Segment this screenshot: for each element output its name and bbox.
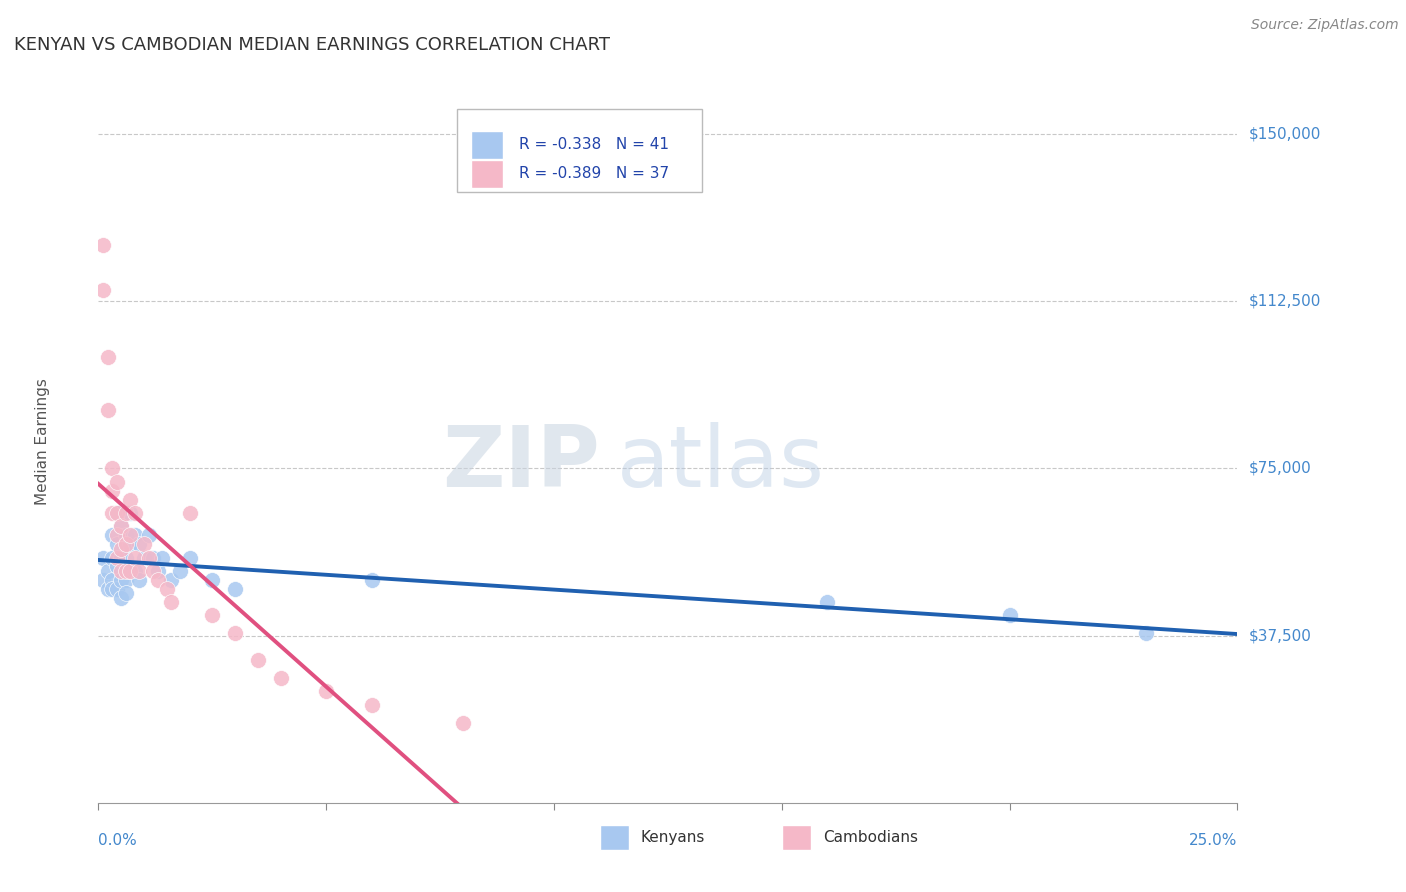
Text: KENYAN VS CAMBODIAN MEDIAN EARNINGS CORRELATION CHART: KENYAN VS CAMBODIAN MEDIAN EARNINGS CORR… <box>14 36 610 54</box>
Point <box>105 528 128 542</box>
Point <box>110 591 132 605</box>
Point <box>128 573 150 587</box>
Text: atlas: atlas <box>617 422 824 505</box>
Point <box>91 238 114 252</box>
Point <box>224 626 246 640</box>
Point <box>120 528 142 542</box>
Point <box>101 483 124 498</box>
Point <box>105 475 128 489</box>
Point <box>124 528 146 542</box>
Point <box>91 283 114 297</box>
Point <box>110 573 132 587</box>
Point <box>160 573 183 587</box>
Point <box>451 715 474 730</box>
Point <box>110 541 132 556</box>
Point <box>150 550 173 565</box>
Point <box>120 506 142 520</box>
Point <box>105 582 128 596</box>
Text: $150,000: $150,000 <box>1249 127 1320 141</box>
Point <box>101 573 124 587</box>
Point <box>96 564 118 578</box>
Point <box>114 528 136 542</box>
Point <box>315 684 337 698</box>
Point <box>101 506 124 520</box>
Text: Source: ZipAtlas.com: Source: ZipAtlas.com <box>1251 18 1399 32</box>
Bar <box>471 161 503 187</box>
Point <box>360 698 382 712</box>
Point <box>132 537 155 551</box>
Point <box>120 564 142 578</box>
Point <box>169 564 191 578</box>
Point <box>138 528 160 542</box>
Point <box>132 550 155 565</box>
Point <box>179 506 201 520</box>
Point <box>110 519 132 533</box>
Text: Median Earnings: Median Earnings <box>35 378 51 505</box>
Point <box>124 564 146 578</box>
Point <box>246 653 269 667</box>
Point <box>96 350 118 364</box>
Bar <box>471 131 503 159</box>
Point <box>142 564 165 578</box>
Point <box>105 506 128 520</box>
Point <box>101 582 124 596</box>
Point <box>224 582 246 596</box>
Point <box>105 537 128 551</box>
Point <box>114 586 136 600</box>
Point <box>101 528 124 542</box>
Text: $112,500: $112,500 <box>1249 293 1320 309</box>
Point <box>142 550 165 565</box>
Point <box>201 573 224 587</box>
Text: $75,000: $75,000 <box>1249 461 1312 475</box>
Point <box>110 550 132 565</box>
Point <box>815 595 838 609</box>
Text: ZIP: ZIP <box>441 422 599 505</box>
Point <box>156 582 179 596</box>
Text: Kenyans: Kenyans <box>641 830 704 845</box>
Bar <box>599 825 628 850</box>
Point <box>110 564 132 578</box>
Point <box>91 550 114 565</box>
Point <box>360 573 382 587</box>
Point <box>120 537 142 551</box>
Point <box>120 564 142 578</box>
Text: 25.0%: 25.0% <box>1189 833 1237 848</box>
Point <box>146 564 169 578</box>
Text: R = -0.389   N = 37: R = -0.389 N = 37 <box>519 167 669 181</box>
Point <box>998 608 1021 623</box>
Point <box>201 608 224 623</box>
Point <box>101 461 124 475</box>
Point <box>114 564 136 578</box>
Text: $37,500: $37,500 <box>1249 628 1312 643</box>
Point <box>146 573 169 587</box>
Point <box>105 559 128 574</box>
Point <box>138 550 160 565</box>
Point <box>110 519 132 533</box>
Point <box>128 564 150 578</box>
Point <box>179 550 201 565</box>
Point <box>114 550 136 565</box>
Point <box>96 582 118 596</box>
Point <box>114 506 136 520</box>
Point <box>270 671 292 685</box>
Point <box>105 506 128 520</box>
Point <box>114 573 136 587</box>
Point <box>105 550 128 565</box>
Bar <box>782 825 811 850</box>
Point <box>1135 626 1157 640</box>
Point <box>91 573 114 587</box>
Point <box>160 595 183 609</box>
Point <box>101 550 124 565</box>
Point <box>128 537 150 551</box>
Bar <box>457 109 702 193</box>
Text: 0.0%: 0.0% <box>98 833 138 848</box>
Text: R = -0.338   N = 41: R = -0.338 N = 41 <box>519 137 669 153</box>
Point <box>124 506 146 520</box>
Point <box>114 537 136 551</box>
Point <box>96 403 118 417</box>
Point <box>120 492 142 507</box>
Text: Cambodians: Cambodians <box>823 830 918 845</box>
Point <box>124 550 146 565</box>
